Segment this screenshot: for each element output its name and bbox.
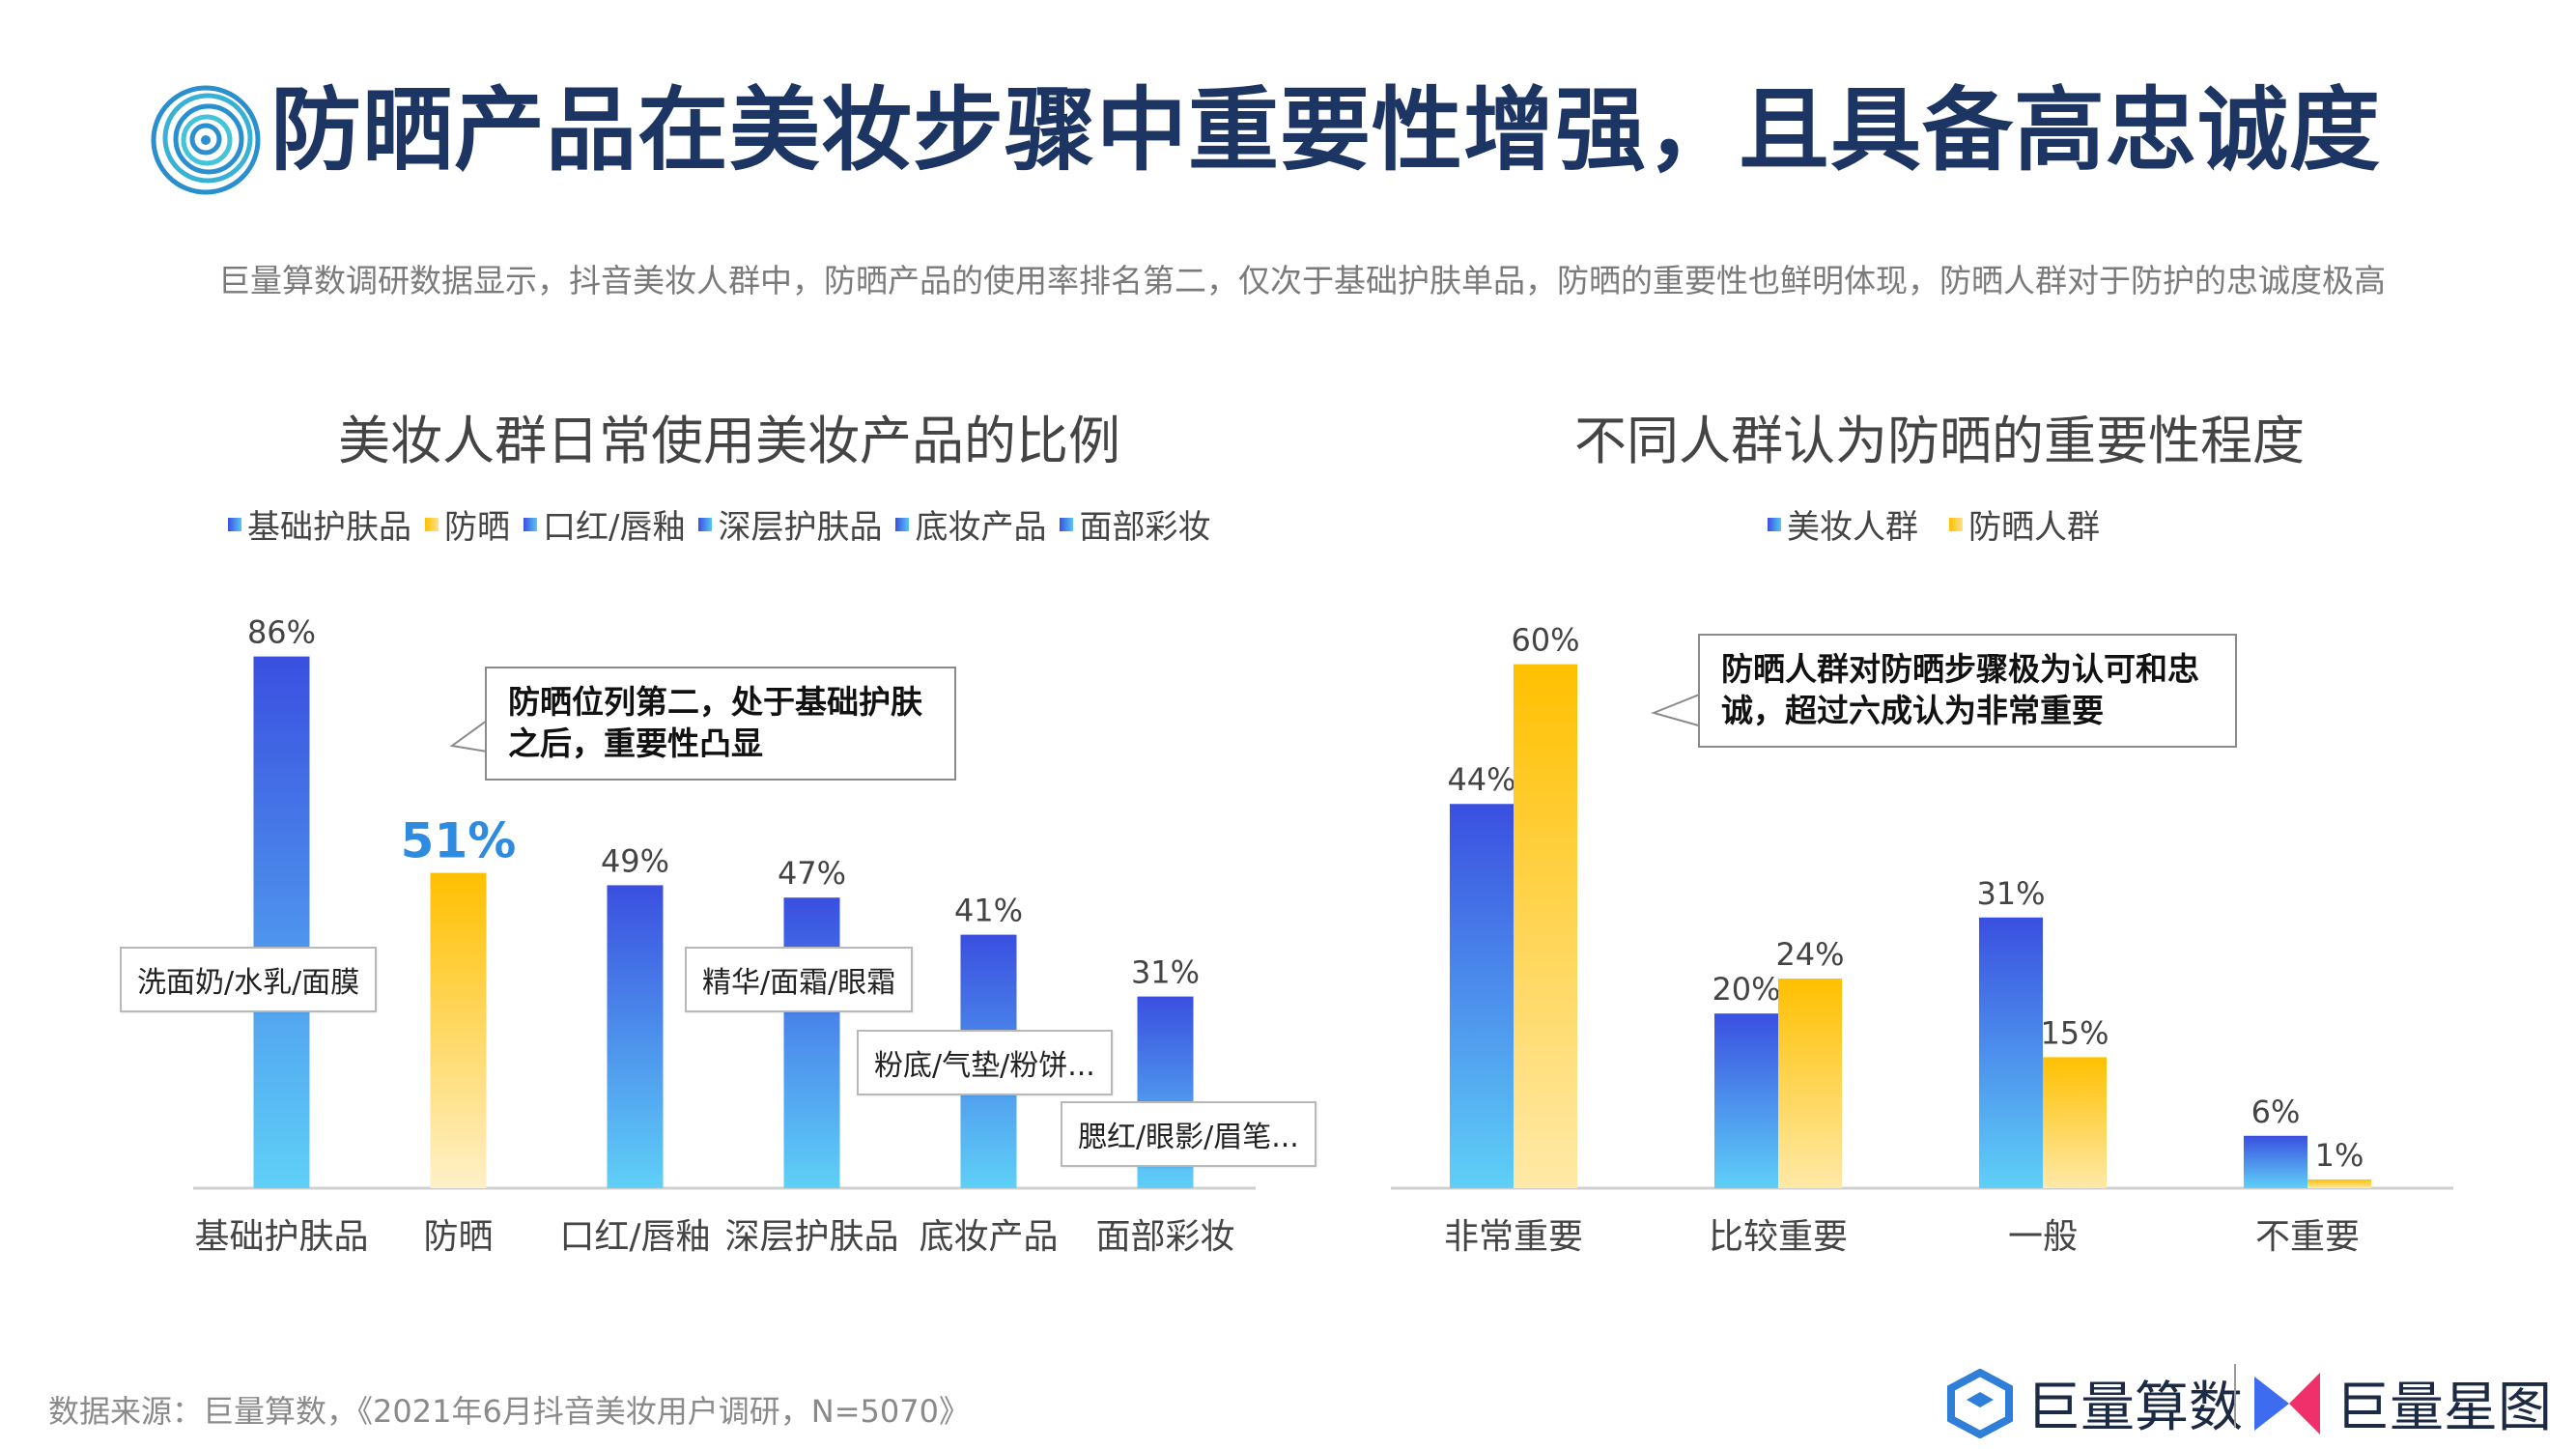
chart1-value-label: 51% <box>401 813 517 869</box>
legend-swatch <box>1949 517 1963 531</box>
legend-label: 美妆人群 <box>1787 508 1918 547</box>
chart1-value-label: 41% <box>954 893 1023 929</box>
page-subtitle: 巨量算数调研数据显示，抖音美妆人群中，防晒产品的使用率排名第二，仅次于基础护肤单… <box>218 262 2386 299</box>
chart2-category-label: 一般 <box>2008 1217 2078 1257</box>
legend-label: 深层护肤品 <box>718 508 883 547</box>
spiral-logo-icon <box>151 85 261 195</box>
suanshu-logo-icon <box>1947 1368 2013 1438</box>
chart2-value-label: 60% <box>1511 622 1579 659</box>
chart1-category-label: 基础护肤品 <box>194 1217 368 1257</box>
brand-juliang-suanshu: 巨量算数 <box>1945 1364 2243 1442</box>
chart2-bar <box>1714 1013 1778 1188</box>
chart1-bar <box>253 656 310 1188</box>
chart2-category-label: 不重要 <box>2255 1217 2360 1257</box>
chart1-category-label: 深层护肤品 <box>724 1217 898 1257</box>
chart2-bar <box>1450 804 1514 1188</box>
chart1-value-label: 47% <box>778 855 846 892</box>
legend-label: 底妆产品 <box>915 508 1047 547</box>
chart1-value-label: 86% <box>247 614 316 651</box>
chart1-legend: 基础护肤品 防晒 口红/唇釉 深层护肤品 底妆产品 面部彩妆 <box>228 500 1210 548</box>
legend-label: 面部彩妆 <box>1079 508 1211 547</box>
callout-sunscreen-rank: 防晒位列第二，处于基础护肤之后，重要性凸显 <box>485 667 956 781</box>
chart2-category-label: 比较重要 <box>1709 1217 1848 1257</box>
chart2-legend: 美妆人群 防晒人群 <box>1768 500 2117 548</box>
legend-swatch <box>698 517 713 531</box>
legend-swatch <box>1060 517 1074 531</box>
chart2-value-label: 24% <box>1775 936 1844 973</box>
brand-juliang-xingtu: 巨量星图 <box>2250 1364 2552 1442</box>
brand2-label: 巨量星图 <box>2335 1377 2552 1439</box>
page-title: 防晒产品在美妆步骤中重要性增强，且具备高忠诚度 <box>270 78 2382 184</box>
chart2-value-label: 20% <box>1712 971 1780 1008</box>
legend-item: 防晒 <box>425 500 510 548</box>
legend-swatch <box>524 517 537 531</box>
chart2-plot: 44% 60% 非常重要 20%24% 比较重要 31% 15% 一般 6% 1% 不重要 <box>1391 622 2453 1257</box>
legend-swatch <box>895 517 910 531</box>
chart2-bar <box>1778 979 1842 1188</box>
data-source: 数据来源：巨量算数，《2021年6月抖音美妆用户调研，N=5070》 <box>48 1393 970 1430</box>
chart2-bar <box>2307 1179 2371 1188</box>
legend-label: 口红/唇釉 <box>543 508 686 547</box>
chart2-value-label: 6% <box>2251 1094 2301 1130</box>
brand1-label: 巨量算数 <box>2026 1377 2243 1439</box>
legend-item: 美妆人群 <box>1768 500 1918 548</box>
legend-item: 防晒人群 <box>1949 500 2100 548</box>
legend-item: 基础护肤品 <box>228 500 411 548</box>
chart1-value-label: 31% <box>1131 954 1200 991</box>
chart1-bar <box>430 872 487 1188</box>
legend-item: 面部彩妆 <box>1060 500 1210 548</box>
tag-skincare-basic: 洗面奶/水乳/面膜 <box>120 947 378 1012</box>
chart2-bar <box>1514 664 1577 1188</box>
chart2-bar <box>2244 1135 2307 1188</box>
chart1-category-label: 面部彩妆 <box>1095 1217 1234 1257</box>
chart1-category-label: 口红/唇釉 <box>559 1217 710 1257</box>
legend-label: 防晒 <box>444 508 510 547</box>
xingtu-logo-icon <box>2254 1372 2320 1435</box>
tag-base-makeup: 粉底/气垫/粉饼... <box>857 1030 1113 1095</box>
chart2-value-label: 31% <box>1976 875 2045 912</box>
legend-label: 基础护肤品 <box>247 508 411 547</box>
chart2-bar <box>2043 1057 2107 1188</box>
chart2-value-label: 1% <box>2315 1137 2364 1174</box>
chart1-bar <box>607 885 664 1188</box>
chart2-bar <box>1979 917 2043 1188</box>
legend-swatch <box>228 517 241 531</box>
brand-divider <box>2234 1364 2236 1428</box>
chart2-title: 不同人群认为防晒的重要性程度 <box>1574 411 2305 471</box>
legend-swatch <box>425 517 439 531</box>
chart2-category-label: 非常重要 <box>1444 1217 1583 1257</box>
tag-face-makeup: 腮红/眼影/眉笔... <box>1061 1101 1316 1167</box>
legend-item: 口红/唇釉 <box>524 500 685 548</box>
chart1-title: 美妆人群日常使用美妆产品的比例 <box>338 411 1120 471</box>
chart2-value-label: 44% <box>1447 761 1515 798</box>
callout-loyalty: 防晒人群对防晒步骤极为认可和忠诚，超过六成认为非常重要 <box>1698 634 2237 748</box>
tag-skincare-deep: 精华/面霜/眼霜 <box>685 947 914 1012</box>
chart2-value-label: 15% <box>2040 1014 2109 1051</box>
chart1-value-label: 49% <box>601 842 669 879</box>
legend-item: 底妆产品 <box>895 500 1046 548</box>
chart1-category-label: 防晒 <box>423 1217 493 1257</box>
legend-swatch <box>1768 517 1781 531</box>
chart1-bar <box>783 897 840 1188</box>
chart1-category-label: 底妆产品 <box>919 1217 1058 1257</box>
legend-label: 防晒人群 <box>1968 508 2100 547</box>
chart1-plot: 86% 基础护肤品 51% 防晒 49% 口红/唇釉 47% 深层护肤品 41% 底妆产品 31% 面… <box>193 614 1256 1257</box>
legend-item: 深层护肤品 <box>698 500 882 548</box>
